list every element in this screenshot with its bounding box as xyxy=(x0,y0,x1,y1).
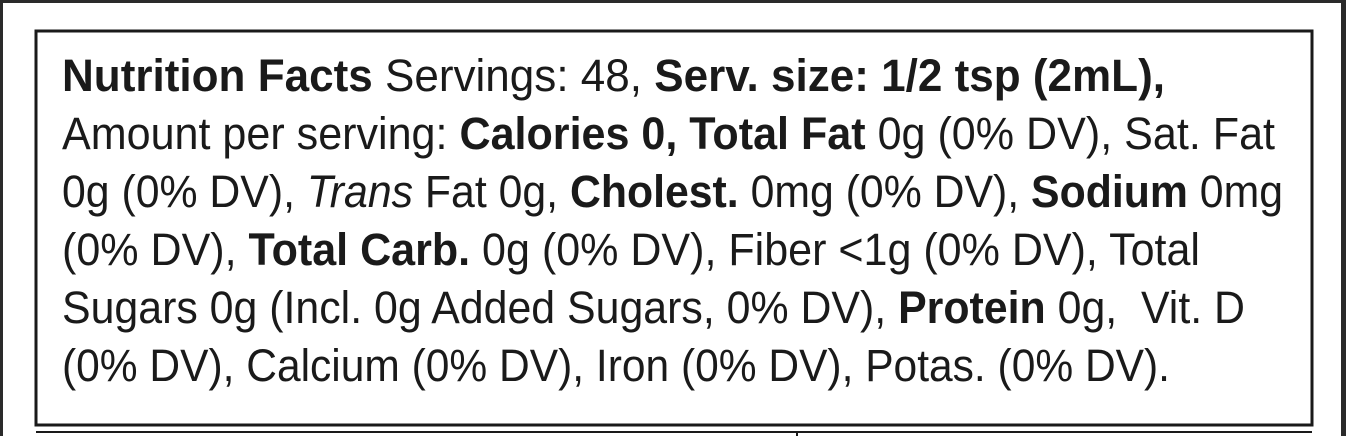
label-border xyxy=(34,29,1314,427)
text: 0g (0% DV), Sat. Fat xyxy=(866,108,1276,159)
bold-text: Nutrition Facts xyxy=(62,50,373,101)
italic-text: Trans xyxy=(307,166,413,217)
text: 0g, Vit. D xyxy=(1046,282,1245,333)
text: 0mg (0% DV), xyxy=(739,166,1031,217)
label-line: 0g (0% DV), Trans Fat 0g, Cholest. 0mg (… xyxy=(62,166,1283,217)
text: 0g (0% DV), xyxy=(62,166,307,217)
bold-text: Total Carb. xyxy=(249,224,471,275)
text: (0% DV), Calcium (0% DV), Iron (0% DV), … xyxy=(62,340,1170,391)
bold-text: Serv. size: 1/2 tsp (2mL), xyxy=(654,50,1165,101)
text: 0mg xyxy=(1188,166,1283,217)
text: Fat 0g, xyxy=(413,166,570,217)
label-line: Amount per serving: Calories 0, Total Fa… xyxy=(62,108,1275,159)
bold-text: Calories 0, Total Fat xyxy=(459,108,865,159)
text: Sugars 0g (Incl. 0g Added Sugars, 0% DV)… xyxy=(62,282,898,333)
label-line: Sugars 0g (Incl. 0g Added Sugars, 0% DV)… xyxy=(62,282,1245,333)
label-line: Nutrition Facts Servings: 48, Serv. size… xyxy=(62,50,1165,101)
bold-text: Protein xyxy=(898,282,1046,333)
label-line: (0% DV), Total Carb. 0g (0% DV), Fiber <… xyxy=(62,224,1200,275)
text: Amount per serving: xyxy=(62,108,459,159)
label-background xyxy=(3,3,1341,436)
text: (0% DV), xyxy=(62,224,249,275)
label-line: (0% DV), Calcium (0% DV), Iron (0% DV), … xyxy=(62,340,1170,391)
text: Servings: 48, xyxy=(373,50,655,101)
text: 0g (0% DV), Fiber <1g (0% DV), Total xyxy=(470,224,1200,275)
bold-text: Sodium xyxy=(1031,166,1188,217)
bold-text: Cholest. xyxy=(570,166,739,217)
